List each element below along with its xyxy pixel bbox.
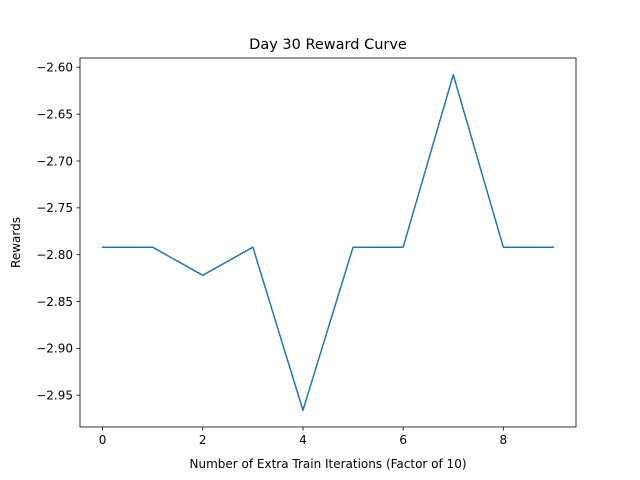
plot-frame <box>79 57 577 428</box>
chart-title: Day 30 Reward Curve <box>249 37 407 53</box>
x-tick-label: 8 <box>500 433 508 447</box>
series-layer <box>101 74 555 411</box>
y-tick-label: −2.80 <box>36 248 73 262</box>
series-line-0 <box>101 74 555 411</box>
y-tick-label: −2.60 <box>36 61 73 75</box>
y-tick-label: −2.65 <box>36 107 73 121</box>
x-tick-label: 4 <box>299 433 307 447</box>
y-tick-label: −2.85 <box>36 295 73 309</box>
y-tick-label: −2.70 <box>36 154 73 168</box>
y-axis-label: Rewards <box>9 217 23 268</box>
x-axis-label: Number of Extra Train Iterations (Factor… <box>189 457 466 471</box>
x-tick-label: 2 <box>199 433 207 447</box>
x-tick-label: 6 <box>399 433 407 447</box>
y-tick-label: −2.75 <box>36 201 73 215</box>
x-tick-label: 0 <box>99 433 107 447</box>
plot-area <box>80 58 576 427</box>
axes-layer: 0 2 4 6 8 −2.60 −2.65 −2.70 −2.75 −2.80 −2.85 −2.90… <box>36 57 577 447</box>
y-tick-label: −2.90 <box>36 342 73 356</box>
y-tick-label: −2.95 <box>36 389 73 403</box>
